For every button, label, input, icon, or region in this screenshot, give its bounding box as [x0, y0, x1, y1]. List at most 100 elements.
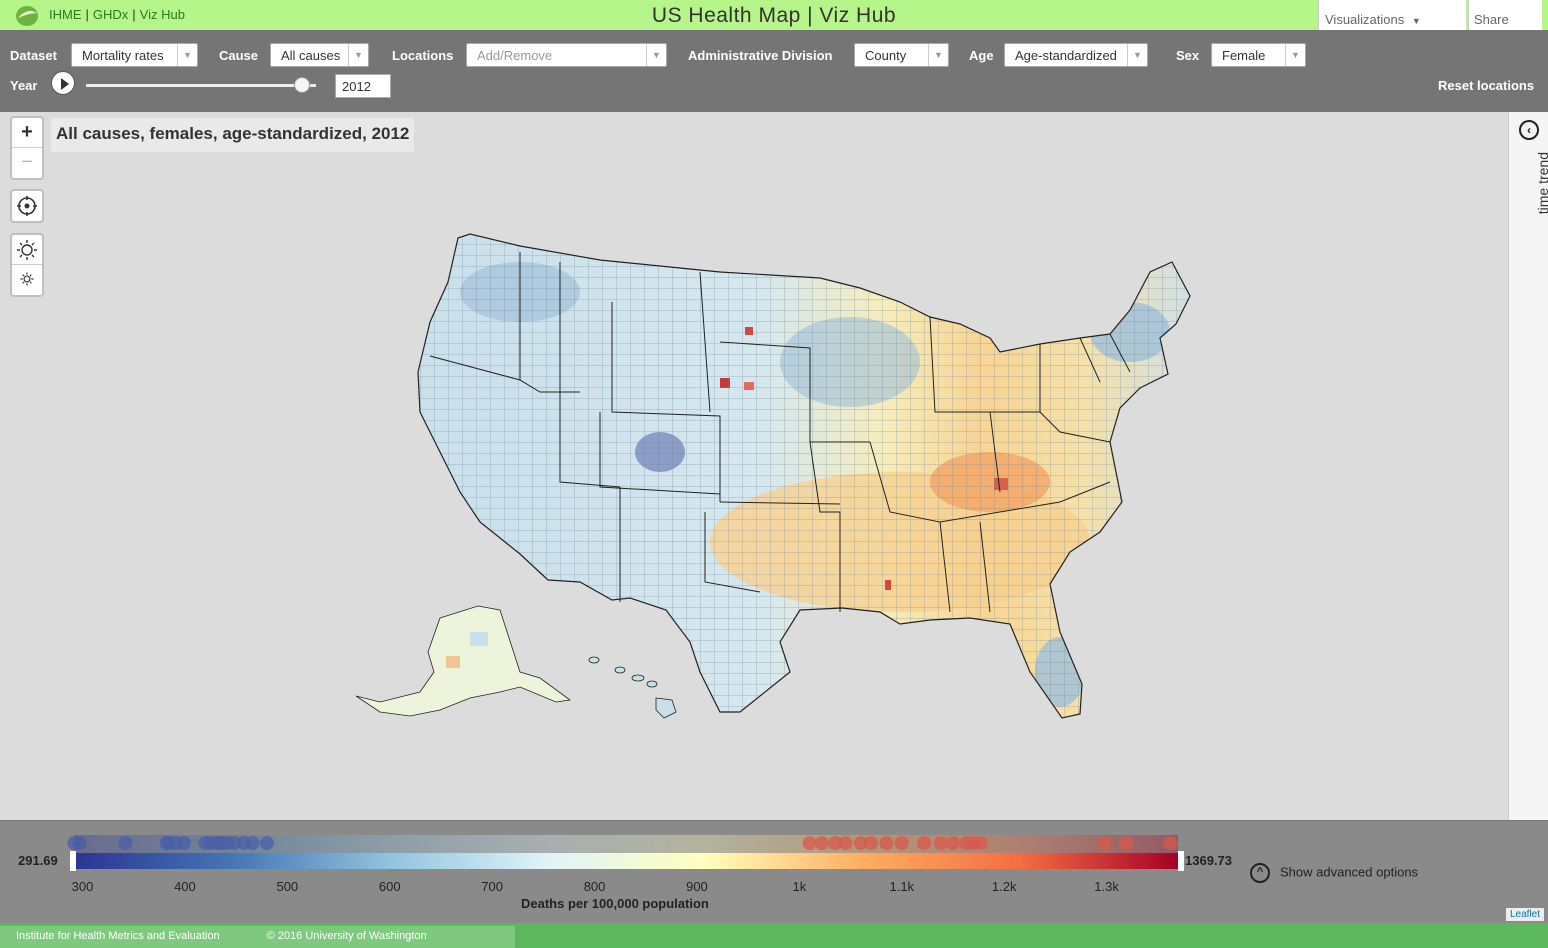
legend-location-dot[interactable]	[945, 836, 960, 850]
share-label: Share	[1474, 12, 1509, 27]
legend-tick-label: 1.1k	[889, 879, 914, 894]
year-slider-handle[interactable]	[294, 77, 310, 93]
map-title: All causes, females, age-standardized, 2…	[51, 118, 415, 152]
play-button[interactable]	[51, 71, 75, 95]
legend-location-dot[interactable]	[118, 836, 133, 850]
alaska[interactable]	[355, 605, 572, 717]
nav-links: IHME | GHDx | Viz Hub	[49, 7, 185, 22]
year-input[interactable]: 2012	[335, 74, 391, 98]
cause-value: All causes	[281, 48, 341, 63]
zoom-control: + −	[10, 116, 44, 180]
legend-tick-label: 800	[584, 879, 606, 894]
page-title: US Health Map | Viz Hub	[651, 4, 897, 27]
legend-min-handle[interactable]	[70, 851, 76, 871]
legend-max-handle[interactable]	[1178, 851, 1184, 871]
legend-location-dot[interactable]	[227, 836, 242, 850]
legend-location-dot[interactable]	[864, 836, 879, 850]
legend-location-dot[interactable]	[879, 836, 894, 850]
dataset-value: Mortality rates	[82, 48, 164, 63]
legend-location-dot[interactable]	[176, 836, 191, 850]
nav-link-vizhub[interactable]: Viz Hub	[139, 7, 185, 22]
ihme-logo-icon[interactable]	[14, 3, 40, 27]
legend-location-dot[interactable]	[1163, 836, 1178, 850]
zoom-in-button[interactable]: +	[12, 118, 42, 148]
cause-label: Cause	[219, 48, 259, 63]
age-select[interactable]: Age-standardized ▼	[1004, 43, 1148, 67]
chevron-up-icon: ^	[1250, 863, 1270, 883]
legend-tick-label: 1k	[792, 879, 806, 894]
chevron-down-icon: ▼	[177, 44, 197, 66]
legend-color-bar[interactable]	[74, 853, 1178, 869]
footer-content: Institute for Health Metrics and Evaluat…	[0, 926, 515, 948]
sex-select[interactable]: Female ▼	[1211, 43, 1306, 67]
legend-location-dot[interactable]	[1097, 836, 1112, 850]
legend-tick-label: 300	[72, 879, 94, 894]
footer: Institute for Health Metrics and Evaluat…	[0, 923, 1548, 948]
legend-tick-label: 1.3k	[1094, 879, 1119, 894]
division-value: County	[865, 48, 907, 63]
legend-location-dot[interactable]	[853, 836, 868, 850]
division-label: Administrative Division	[688, 48, 833, 63]
year-label: Year	[10, 78, 38, 93]
visualizations-menu[interactable]: Visualizations ▼	[1318, 0, 1466, 30]
legend-location-dot[interactable]	[838, 836, 853, 850]
legend-location-dot[interactable]	[1119, 836, 1134, 850]
chevron-down-icon: ▼	[928, 44, 948, 66]
chevron-down-icon: ▼	[1127, 44, 1147, 66]
legend-location-dot[interactable]	[814, 836, 829, 850]
leaflet-attribution-link[interactable]: Leaflet	[1505, 908, 1544, 921]
sex-label: Sex	[1176, 48, 1200, 63]
legend-location-dot[interactable]	[828, 836, 843, 850]
legend-tick-label: 500	[276, 879, 298, 894]
legend-location-dot[interactable]	[72, 836, 87, 850]
lower-48-states[interactable]	[410, 230, 1200, 730]
legend-max-value: 1369.73	[1185, 853, 1232, 868]
zoom-out-button[interactable]: −	[21, 151, 33, 173]
legend-location-dot[interactable]	[894, 836, 909, 850]
locations-placeholder: Add/Remove	[477, 48, 553, 63]
advanced-options-label: Show advanced options	[1280, 864, 1419, 880]
crosshair-icon	[12, 191, 42, 221]
locations-input[interactable]: Add/Remove ▼	[466, 43, 667, 67]
hawaii[interactable]	[588, 656, 677, 719]
legend-location-dot[interactable]	[802, 836, 817, 850]
legend-location-dot[interactable]	[973, 836, 988, 850]
chevron-down-icon: ▼	[646, 44, 666, 66]
reset-locations-button[interactable]: Reset locations	[1438, 78, 1535, 93]
nav-link-ihme[interactable]: IHME	[49, 7, 82, 22]
legend-tick-label: 400	[174, 879, 196, 894]
brightness-control	[10, 233, 44, 297]
legend-location-dot[interactable]	[933, 836, 948, 850]
brightness-down-icon[interactable]	[12, 265, 42, 295]
legend-tick-label: 600	[379, 879, 401, 894]
state-borders	[429, 252, 1131, 613]
caret-down-icon: ▼	[1411, 16, 1421, 26]
advanced-options-toggle[interactable]: ^ Show advanced options	[1250, 863, 1418, 883]
division-select[interactable]: County ▼	[854, 43, 949, 67]
chevron-left-icon[interactable]: ‹	[1519, 120, 1539, 140]
legend-scale[interactable]: 300 400 500 600 700 800 900 1k 1.1k 1.2k 1.3k	[0, 821, 1240, 901]
legend-location-dot[interactable]	[917, 836, 932, 850]
footer-org: Institute for Health Metrics and Evaluat…	[16, 930, 220, 942]
locations-label: Locations	[392, 48, 454, 63]
legend-panel: 300 400 500 600 700 800 900 1k 1.1k 1.2k 1.3k 291.…	[0, 820, 1548, 923]
map-area[interactable]: All causes, females, age-standardized, 2…	[0, 112, 1508, 820]
share-button[interactable]: Share	[1468, 0, 1542, 30]
brightness-up-icon[interactable]	[12, 235, 42, 265]
time-trend-panel[interactable]: ‹ time trend	[1508, 112, 1548, 820]
dataset-select[interactable]: Mortality rates ▼	[71, 43, 198, 67]
legend-min-value: 291.69	[18, 853, 58, 868]
locate-button[interactable]	[10, 189, 44, 223]
legend-tick-label: 1.2k	[992, 879, 1017, 894]
us-county-map[interactable]	[0, 112, 1508, 820]
dataset-label: Dataset	[10, 48, 57, 63]
legend-location-dot[interactable]	[245, 836, 260, 850]
footer-copyright: © 2016 University of Washington	[266, 930, 427, 942]
age-label: Age	[969, 48, 994, 63]
cause-select[interactable]: All causes ▼	[270, 43, 369, 67]
legend-location-dot[interactable]	[259, 836, 274, 850]
nav-link-ghdx[interactable]: GHDx	[92, 7, 129, 22]
year-slider-track[interactable]	[86, 84, 316, 87]
top-bar: IHME | GHDx | Viz Hub US Health Map | Viz Hu…	[0, 0, 1548, 30]
